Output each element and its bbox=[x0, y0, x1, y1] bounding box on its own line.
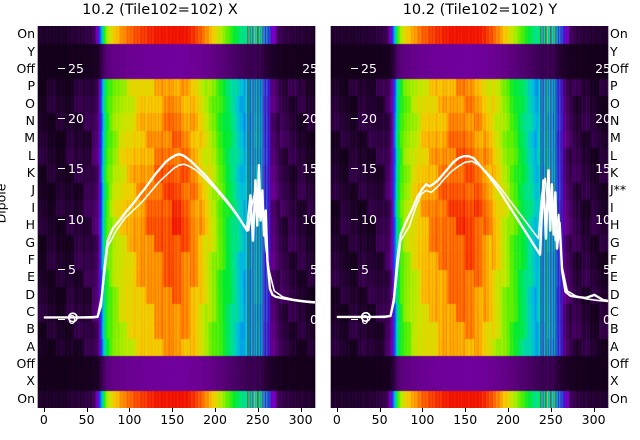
category-label-i-10: I bbox=[31, 199, 35, 215]
x-tick-mark-100 bbox=[129, 408, 131, 412]
x-tick-mark-150 bbox=[172, 408, 174, 412]
category-label-n-5: N bbox=[25, 113, 35, 128]
category-label-g-12: G bbox=[610, 234, 620, 250]
category-label-on-21: On bbox=[17, 390, 35, 406]
category-label-off-19: Off bbox=[610, 356, 629, 372]
x-tick-mark-300 bbox=[593, 408, 595, 412]
x-tick-mark-50 bbox=[379, 408, 381, 412]
panel-title-y: 10.2 (Tile102=102) Y bbox=[402, 2, 558, 18]
category-label-h-11: H bbox=[610, 217, 620, 233]
category-label-off-2: Off bbox=[16, 60, 35, 76]
category-label-d-15: D bbox=[610, 286, 620, 302]
x-tick-label-50: 50 bbox=[371, 412, 388, 427]
x-tick-mark-150 bbox=[465, 408, 467, 412]
x-tick-mark-300 bbox=[300, 408, 302, 412]
x-tick-mark-100 bbox=[422, 408, 424, 412]
category-label-x-20: X bbox=[26, 373, 35, 389]
category-label-y-1: Y bbox=[610, 43, 618, 59]
category-label-h-11: H bbox=[25, 217, 35, 233]
category-label-k-8: K bbox=[610, 165, 619, 181]
x-axis-left: 0 50 100 150 200 250 300 bbox=[37, 408, 316, 438]
category-label-p-3: P bbox=[27, 78, 35, 94]
x-tick-mark-0 bbox=[43, 408, 45, 412]
heatmap-y bbox=[331, 26, 608, 408]
category-label-o-4: O bbox=[610, 95, 620, 111]
x-tick-label-250: 250 bbox=[245, 412, 270, 427]
category-label-l-7: L bbox=[610, 147, 617, 163]
category-label-e-14: E bbox=[610, 269, 618, 285]
category-label-y-1: Y bbox=[27, 43, 35, 59]
x-tick-label-0: 0 bbox=[39, 412, 48, 427]
x-tick-label-250: 250 bbox=[538, 412, 563, 427]
category-label-on-0: On bbox=[17, 26, 35, 42]
category-label-b-17: B bbox=[26, 321, 35, 337]
category-label-m-6: M bbox=[24, 130, 35, 146]
category-label-jstarstar-9: J** bbox=[610, 182, 627, 198]
x-tick-label-100: 100 bbox=[117, 412, 142, 427]
category-label-b-17: B bbox=[610, 321, 619, 337]
category-label-e-14: E bbox=[27, 269, 35, 285]
category-label-a-18: A bbox=[26, 338, 35, 354]
category-label-on-21: On bbox=[610, 390, 628, 406]
x-tick-label-200: 200 bbox=[496, 412, 520, 427]
category-axis-left: On Y Off P O N M L K J I H G F E D C B A Off X On bbox=[3, 26, 35, 408]
x-tick-label-200: 200 bbox=[203, 412, 227, 427]
category-label-o-4: O bbox=[25, 95, 35, 111]
category-label-j-9: J bbox=[31, 182, 35, 198]
category-label-off-2: Off bbox=[610, 60, 629, 76]
x-tick-label-300: 300 bbox=[581, 412, 606, 427]
x-tick-mark-200 bbox=[508, 408, 509, 412]
category-label-c-16: C bbox=[26, 304, 35, 319]
category-label-i-10: I bbox=[610, 199, 614, 215]
x-tick-label-100: 100 bbox=[410, 412, 435, 427]
category-label-c-16: C bbox=[610, 304, 619, 319]
panel-y: 10.2 (Tile102=102) Y bbox=[320, 0, 640, 440]
category-label-p-3: P bbox=[610, 78, 618, 94]
category-axis-right: On Y Off P O N M L K J** I H G F E D C B A Off X On bbox=[610, 26, 640, 408]
category-label-k-8: K bbox=[26, 165, 35, 181]
x-tick-label-0: 0 bbox=[332, 412, 341, 427]
plot-area-x[interactable] bbox=[37, 26, 316, 408]
x-tick-mark-0 bbox=[336, 408, 338, 412]
plot-area-y[interactable] bbox=[330, 26, 609, 408]
category-label-m-6: M bbox=[610, 130, 621, 146]
x-tick-label-50: 50 bbox=[78, 412, 95, 427]
category-label-d-15: D bbox=[25, 286, 35, 302]
category-label-l-7: L bbox=[28, 147, 35, 163]
x-tick-mark-50 bbox=[86, 408, 88, 412]
category-label-x-20: X bbox=[610, 373, 619, 389]
category-label-a-18: A bbox=[610, 338, 619, 354]
category-label-g-12: G bbox=[25, 234, 35, 250]
x-tick-label-150: 150 bbox=[453, 412, 478, 427]
category-label-n-5: N bbox=[610, 113, 620, 128]
category-label-f-13: F bbox=[27, 251, 35, 267]
category-label-off-19: Off bbox=[16, 356, 35, 372]
heatmap-x bbox=[38, 26, 315, 408]
panel-x: 10.2 (Tile102=102) X bbox=[82, 2, 238, 18]
category-label-on-0: On bbox=[610, 26, 628, 42]
x-tick-mark-250 bbox=[257, 408, 259, 412]
panel-title-x: 10.2 (Tile102=102) X bbox=[82, 2, 238, 18]
x-tick-label-150: 150 bbox=[160, 412, 185, 427]
x-tick-mark-200 bbox=[215, 408, 216, 412]
x-axis-right: 0 50 100 150 200 250 300 bbox=[330, 408, 609, 438]
x-tick-label-300: 300 bbox=[288, 412, 313, 427]
category-label-f-13: F bbox=[610, 251, 618, 267]
x-tick-mark-250 bbox=[550, 408, 552, 412]
